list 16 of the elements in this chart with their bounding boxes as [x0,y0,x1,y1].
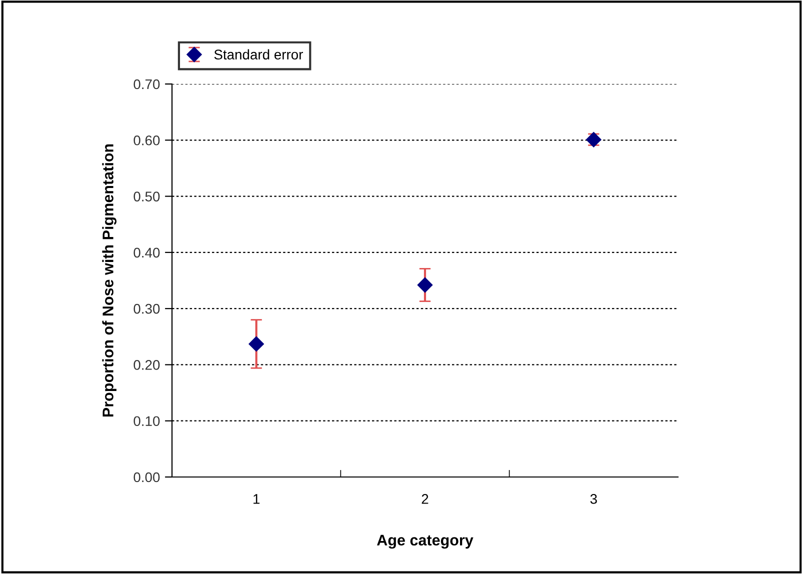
legend-label: Standard error [214,49,303,60]
y-tick-label: 0.00 [134,472,160,482]
y-tick-label: 0.70 [134,79,160,90]
point [417,277,433,293]
y-tick-label: 0.40 [134,248,160,258]
x-tick-label: 1 [254,494,260,504]
y-tick-label: 0.50 [134,192,160,202]
x-tick-label: 2 [422,494,428,504]
y-axis-title: Proportion of Nose with Pigmentation [102,144,116,417]
y-tick-label: 0.60 [134,135,160,146]
x-axis-title: Age category [376,534,474,549]
x-tick-label: 3 [590,494,597,504]
point [248,336,264,352]
y-tick-label: 0.20 [134,360,160,370]
y-tick-label: 0.30 [134,304,160,314]
y-tick-label: 0.10 [134,416,160,426]
